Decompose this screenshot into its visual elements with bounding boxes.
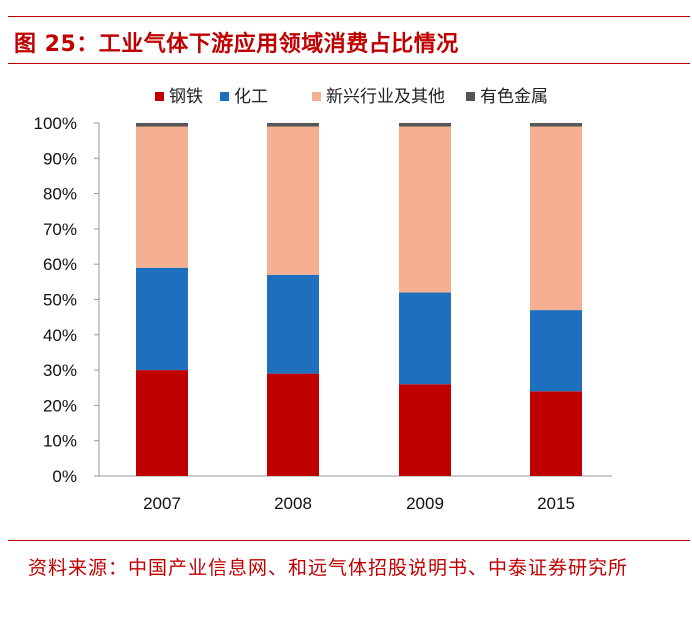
bar-segment	[267, 123, 319, 127]
x-tick-label: 2009	[406, 494, 444, 513]
source-note: 资料来源：中国产业信息网、和远气体招股说明书、中泰证券研究所	[28, 557, 629, 579]
y-tick-label: 50%	[43, 291, 77, 310]
bar-segment	[399, 292, 451, 385]
bar-segment	[399, 126, 451, 293]
bar-segment	[136, 267, 188, 371]
bar-segment	[530, 126, 582, 311]
source-rule	[8, 540, 690, 541]
y-tick-label: 10%	[43, 432, 77, 451]
title-top-rule	[8, 16, 690, 17]
bar-segment	[399, 123, 451, 127]
legend-swatch	[312, 92, 321, 101]
legend-label: 有色金属	[480, 87, 548, 106]
legend-swatch	[155, 92, 164, 101]
bar-segment	[267, 373, 319, 476]
chart-title: 图 25：工业气体下游应用领域消费占比情况	[14, 32, 459, 57]
bar-segment	[267, 274, 319, 374]
y-tick-label: 60%	[43, 255, 77, 274]
bar-segment	[399, 384, 451, 476]
y-tick-label: 40%	[43, 326, 77, 345]
y-tick-label: 80%	[43, 185, 77, 204]
bar-segment	[530, 391, 582, 476]
bar-segment	[136, 370, 188, 476]
x-tick-label: 2015	[537, 494, 575, 513]
y-tick-label: 70%	[43, 220, 77, 239]
y-tick-label: 90%	[43, 149, 77, 168]
x-tick-label: 2008	[274, 494, 312, 513]
legend-swatch	[466, 92, 475, 101]
legend-label: 化工	[234, 87, 268, 106]
legend-swatch	[220, 92, 229, 101]
bar-segment	[136, 123, 188, 127]
stacked-bar-chart: 钢铁 化工 新兴行业及其他 有色金属 0% 10% 20% 30% 40% 50% 60% 70% 80…	[34, 87, 612, 513]
bar-segment	[136, 126, 188, 268]
y-tick-label: 100%	[34, 114, 77, 133]
bar-segment	[530, 310, 582, 392]
y-tick-label: 0%	[52, 467, 77, 486]
x-tick-label: 2007	[143, 494, 181, 513]
bar-segment	[267, 126, 319, 275]
title-bottom-rule	[8, 63, 690, 64]
legend-label: 钢铁	[169, 87, 203, 106]
bar-segment	[530, 123, 582, 127]
legend-label: 新兴行业及其他	[326, 87, 445, 106]
y-tick-label: 30%	[43, 361, 77, 380]
y-tick-label: 20%	[43, 396, 77, 415]
